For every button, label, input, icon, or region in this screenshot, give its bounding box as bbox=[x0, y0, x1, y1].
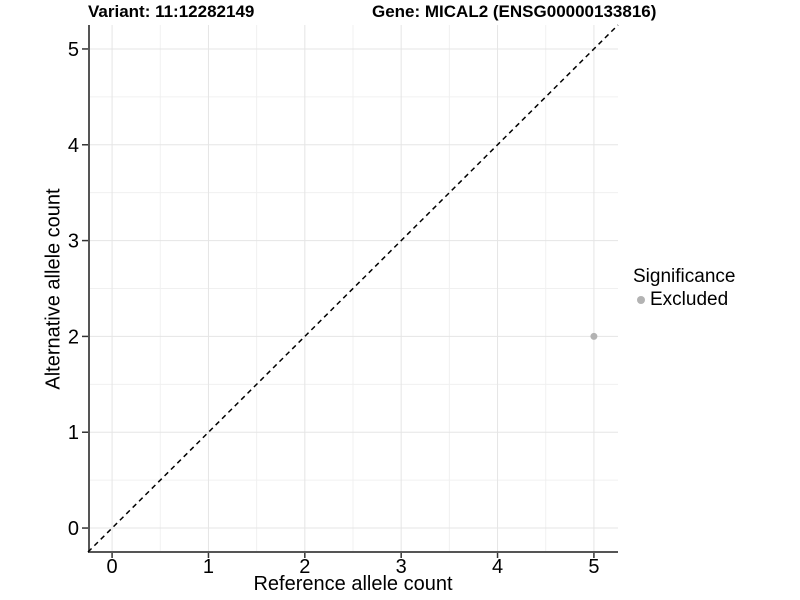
data-point bbox=[590, 332, 598, 340]
y-tick-label: 2 bbox=[68, 326, 79, 348]
legend-point-icon bbox=[637, 296, 645, 304]
x-tick-label: 3 bbox=[396, 556, 407, 578]
y-tick-label: 3 bbox=[68, 231, 79, 253]
x-tick-label: 5 bbox=[588, 556, 599, 578]
y-axis-title: Alternative allele count bbox=[42, 188, 65, 390]
legend-item-label: Excluded bbox=[650, 289, 729, 310]
x-axis-title: Reference allele count bbox=[253, 573, 453, 595]
legend: Significance Excluded bbox=[633, 266, 735, 311]
legend-title: Significance bbox=[633, 266, 736, 287]
x-tick-label: 0 bbox=[107, 556, 118, 578]
identity-line bbox=[87, 24, 619, 553]
plot-title-gene: Gene: MICAL2 (ENSG00000133816) bbox=[372, 2, 657, 21]
legend-item-excluded: Excluded bbox=[633, 289, 735, 311]
x-tick-label: 2 bbox=[299, 556, 310, 578]
x-tick-label: 4 bbox=[492, 556, 503, 578]
y-tick-label: 0 bbox=[68, 518, 79, 540]
y-tick-label: 4 bbox=[68, 135, 79, 157]
y-tick-label: 5 bbox=[68, 39, 79, 61]
plot-title-variant: Variant: 11:12282149 bbox=[88, 2, 255, 21]
x-tick-label: 1 bbox=[203, 556, 214, 578]
y-tick-label: 1 bbox=[68, 422, 79, 444]
